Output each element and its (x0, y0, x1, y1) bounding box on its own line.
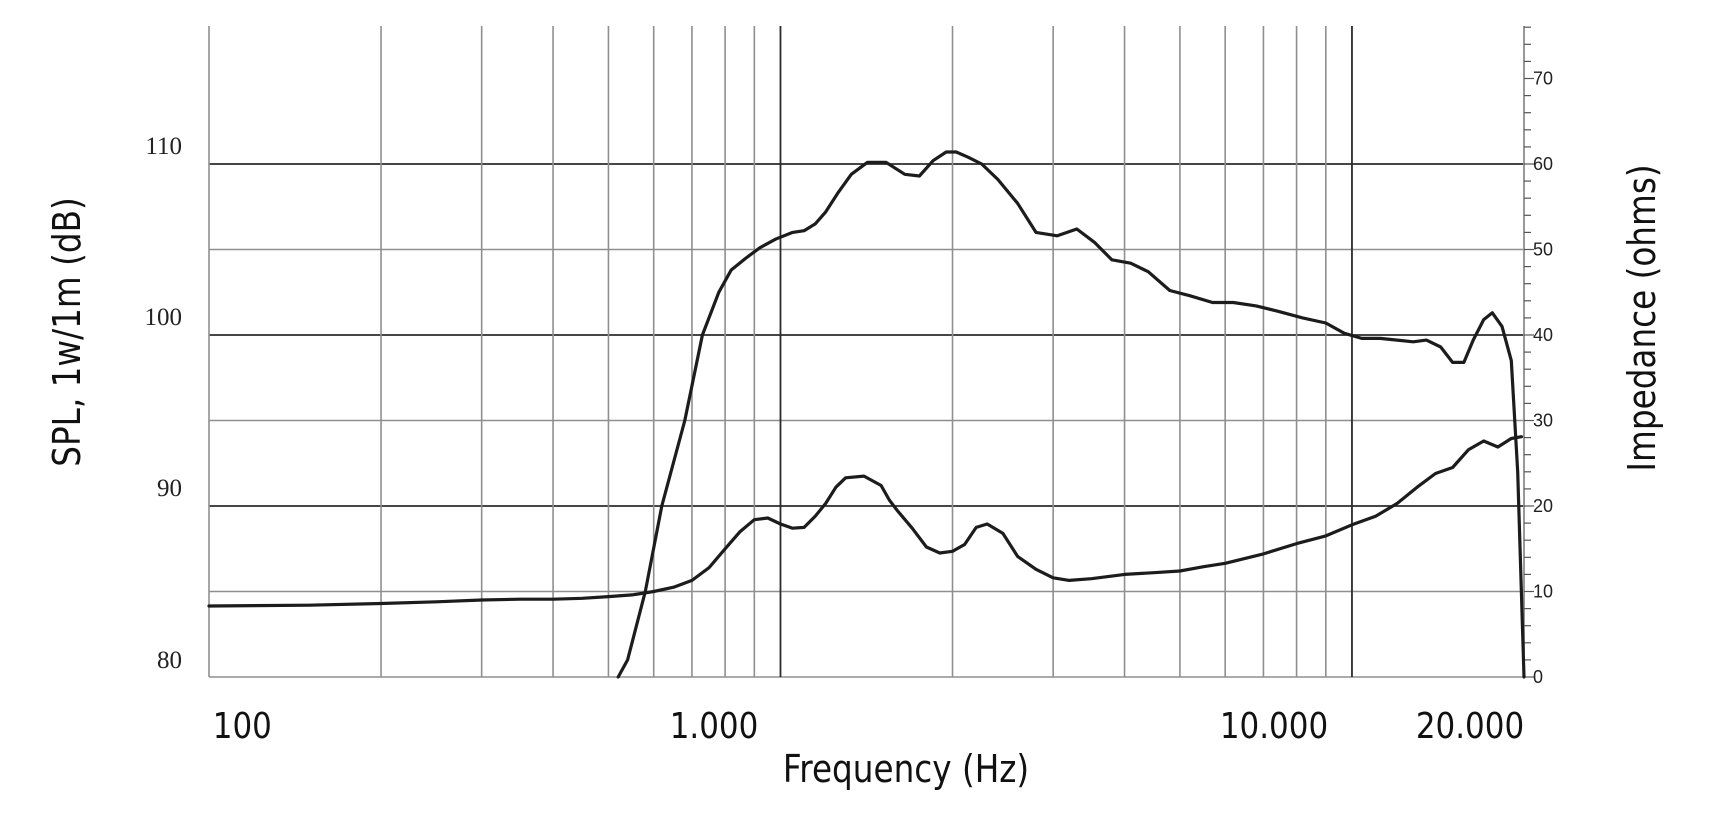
spl-line (616, 150, 1526, 679)
y2-tick-label: 10 (1533, 582, 1553, 602)
y-tick-label: 80 (157, 647, 182, 674)
y2-tick-label: 40 (1533, 325, 1553, 345)
grid (208, 26, 1525, 678)
x-tick-label: 10.000 (1220, 705, 1328, 747)
y2-tick-label: 70 (1533, 69, 1553, 89)
y2-axis-label: Impedance (ohms) (1621, 164, 1665, 471)
y2-tick-label: 50 (1533, 240, 1553, 260)
y2-tick-label: 60 (1533, 154, 1553, 174)
x-axis-label: Frequency (Hz) (783, 748, 1029, 792)
right-axis (1524, 26, 1534, 678)
y-tick-label: 90 (157, 475, 182, 502)
x-tick-label: 100 (213, 705, 272, 747)
y-axis-label: SPL, 1w/1m (dB) (46, 197, 90, 467)
y2-tick-label: 20 (1533, 496, 1553, 516)
x-tick-label: 1.000 (670, 705, 759, 747)
y2-tick-label: 30 (1533, 411, 1553, 431)
y-tick-label: 100 (145, 304, 183, 331)
x-tick-label: 20.000 (1416, 705, 1524, 747)
series-layer (207, 150, 1526, 679)
y-tick-label: 110 (145, 133, 182, 160)
impedance-line (207, 435, 1524, 608)
y2-tick-label: 0 (1533, 667, 1543, 687)
tick-labels: 100 1.000 10.000 20.000 80 90 100 110 0 10 20 30 40 5… (145, 69, 1554, 747)
